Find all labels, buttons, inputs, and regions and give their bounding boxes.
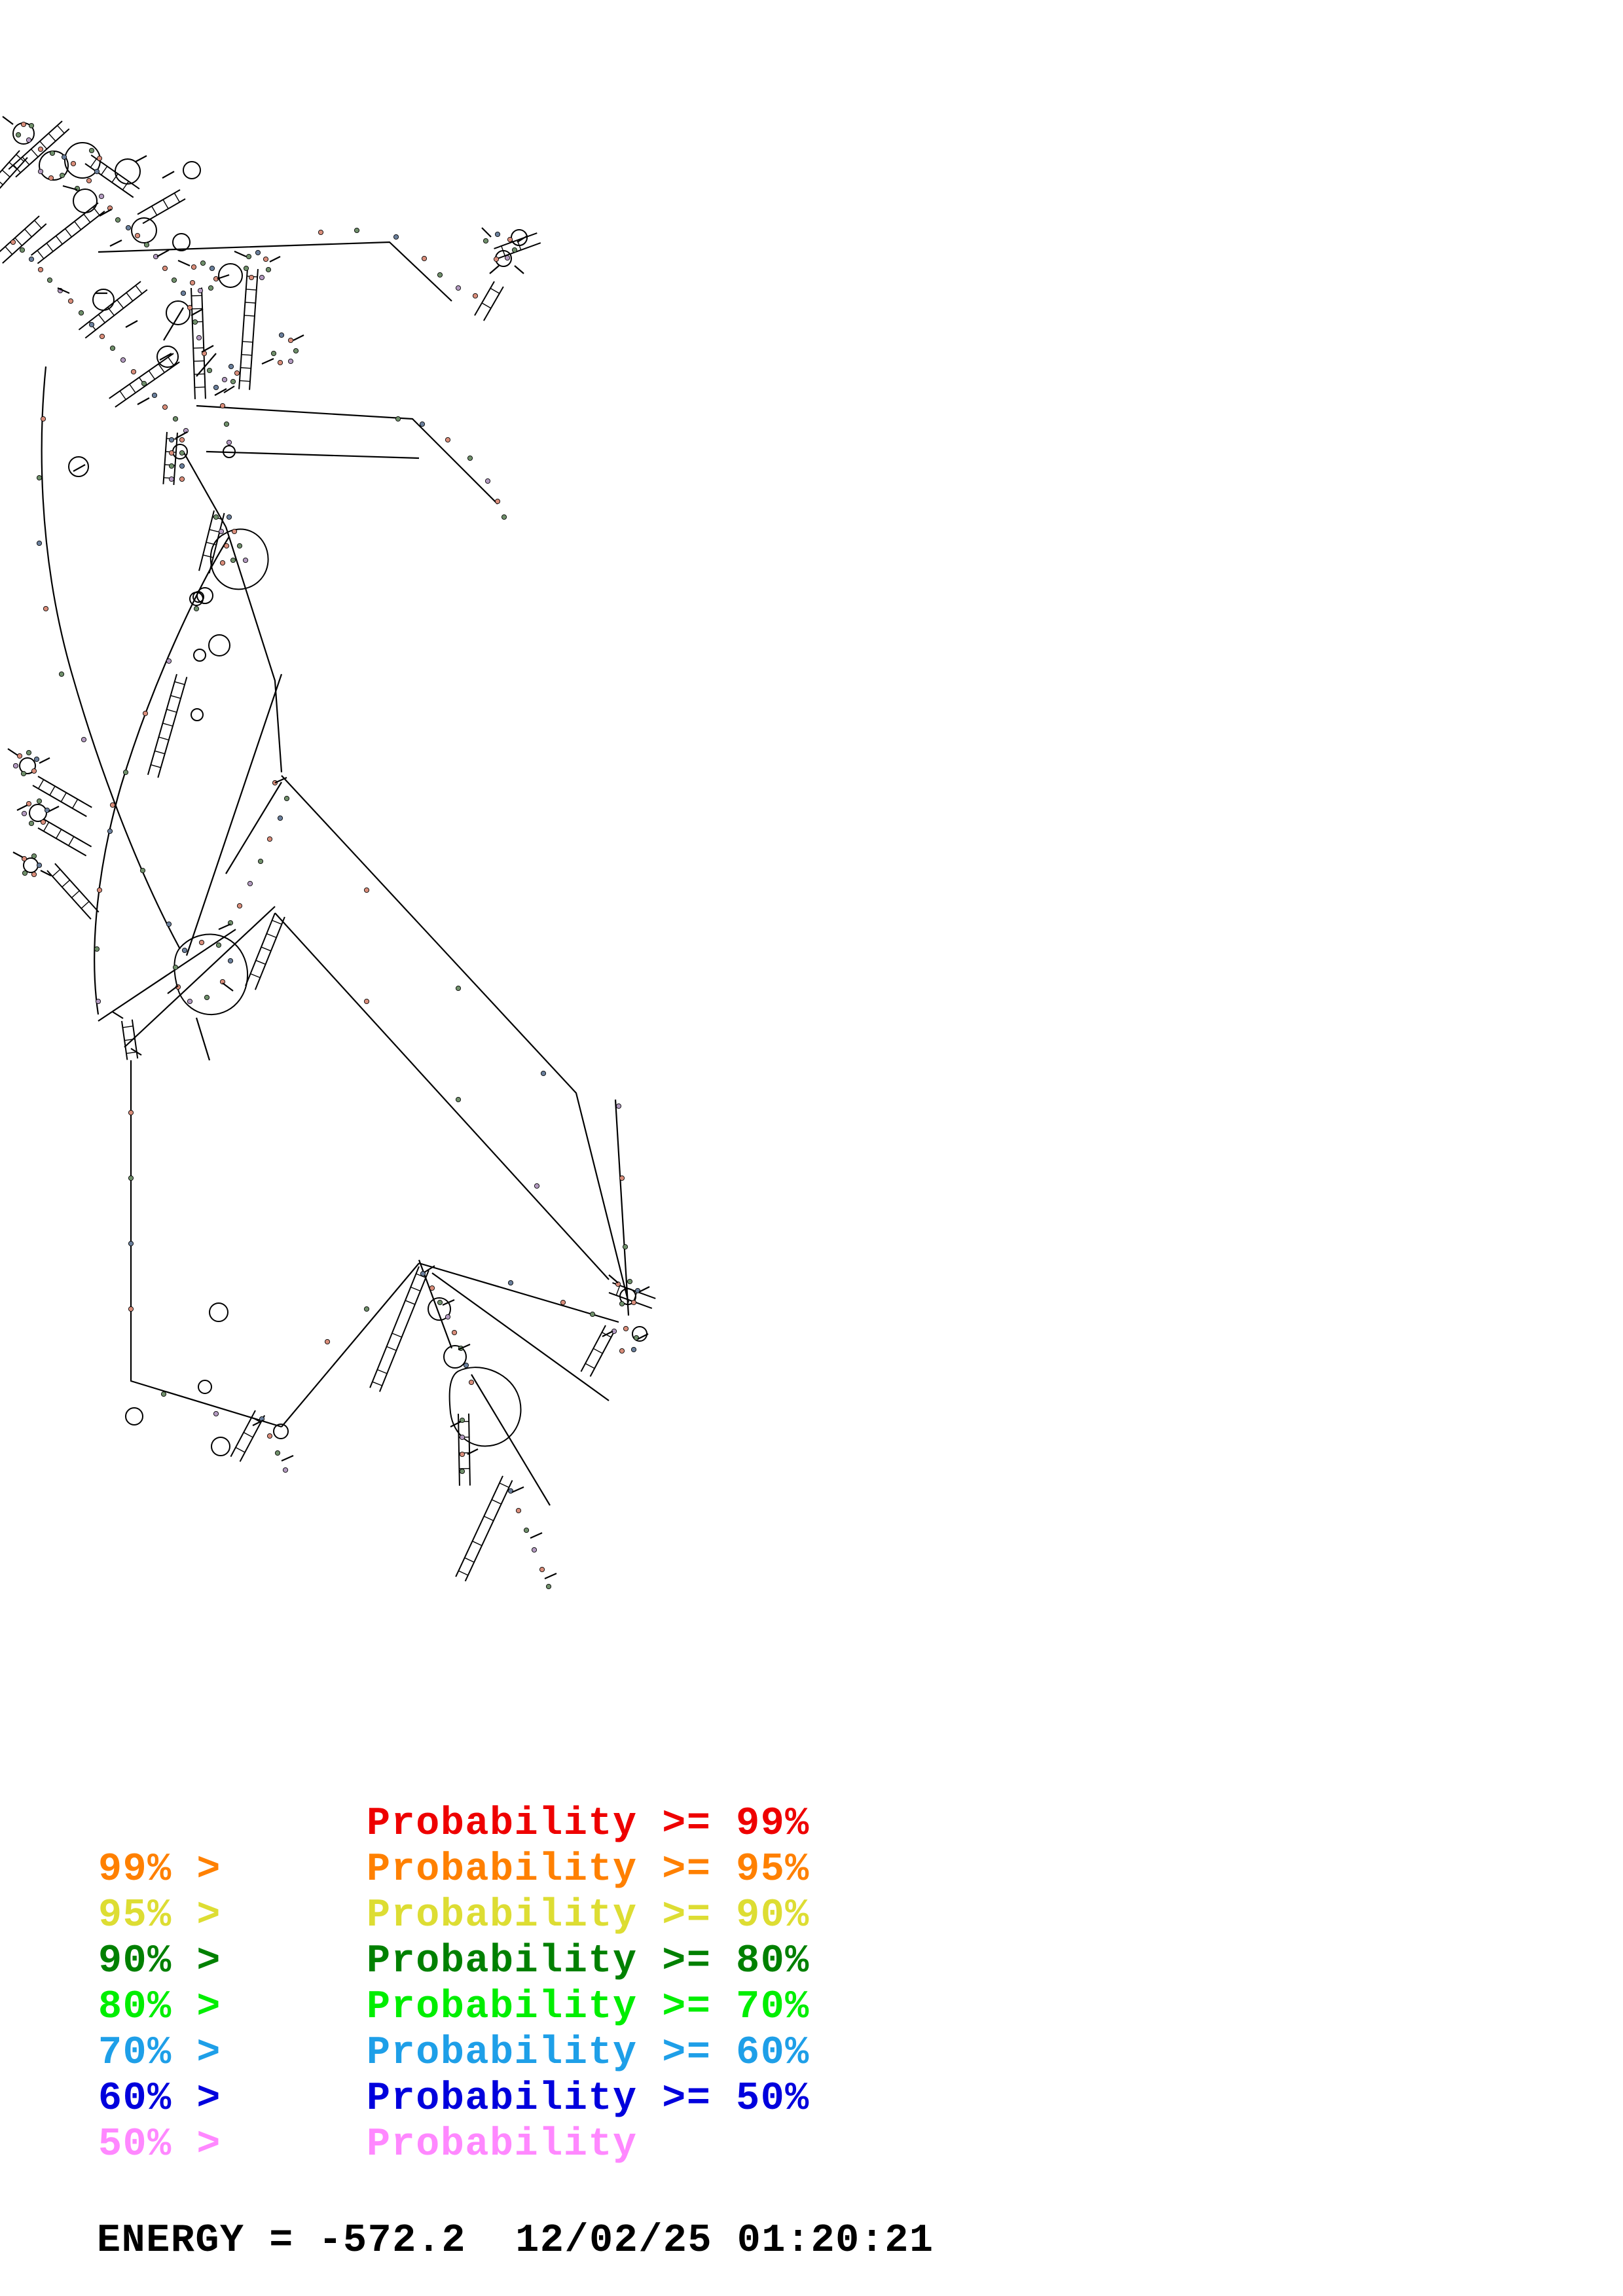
legend-label: Probability	[367, 2123, 638, 2167]
nucleotide-markers	[10, 121, 641, 1590]
rna-structure-panel	[0, 0, 1623, 1702]
legend-threshold-prefix: 99% >	[98, 1848, 222, 1892]
legend-row-3: 90% > Probability >= 80%	[0, 1939, 1623, 1984]
legend-threshold-prefix: 50% >	[98, 2123, 222, 2167]
structure-background	[0, 0, 1623, 1702]
legend-label: Probability >= 50%	[367, 2077, 810, 2121]
rna-structure-drawing	[0, 0, 1623, 1702]
legend-label: Probability >= 95%	[367, 1848, 810, 1892]
legend-threshold-prefix: 90% >	[98, 1939, 222, 1984]
legend-label: Probability >= 90%	[367, 1893, 810, 1938]
loops	[12, 122, 647, 1456]
multibranch-loops	[173, 528, 522, 1447]
legend-threshold-prefix: 80% >	[98, 1985, 222, 2030]
probability-legend: Probability >= 99% 99% > Probability >= 95…	[0, 1801, 1623, 2168]
legend-label: Probability >= 60%	[367, 2031, 810, 2075]
legend-row-2: 95% > Probability >= 90%	[0, 1893, 1623, 1939]
legend-threshold-prefix: 70% >	[98, 2031, 222, 2075]
index-ticks	[2, 116, 650, 1580]
footer: ENERGY = -572.2 12/02/25 01:20:21	[0, 2219, 1623, 2263]
legend-row-4: 80% > Probability >= 70%	[0, 1984, 1623, 2030]
legend-threshold-prefix: 95% >	[98, 1893, 222, 1938]
legend-row-0: Probability >= 99%	[0, 1801, 1623, 1847]
legend-row-1: 99% > Probability >= 95%	[0, 1847, 1623, 1893]
helices	[0, 120, 656, 1582]
legend-row-7: 50% > Probability	[0, 2122, 1623, 2168]
legend-label: Probability >= 80%	[367, 1939, 810, 1984]
legend-label: Probability >= 99%	[367, 1802, 810, 1846]
legend-row-5: 70% > Probability >= 60%	[0, 2030, 1623, 2076]
legend-row-6: 60% > Probability >= 50%	[0, 2076, 1623, 2122]
legend-label: Probability >= 70%	[367, 1985, 810, 2030]
legend-threshold-prefix: 60% >	[98, 2077, 222, 2121]
energy-timestamp-line: ENERGY = -572.2 12/02/25 01:20:21	[97, 2219, 934, 2263]
